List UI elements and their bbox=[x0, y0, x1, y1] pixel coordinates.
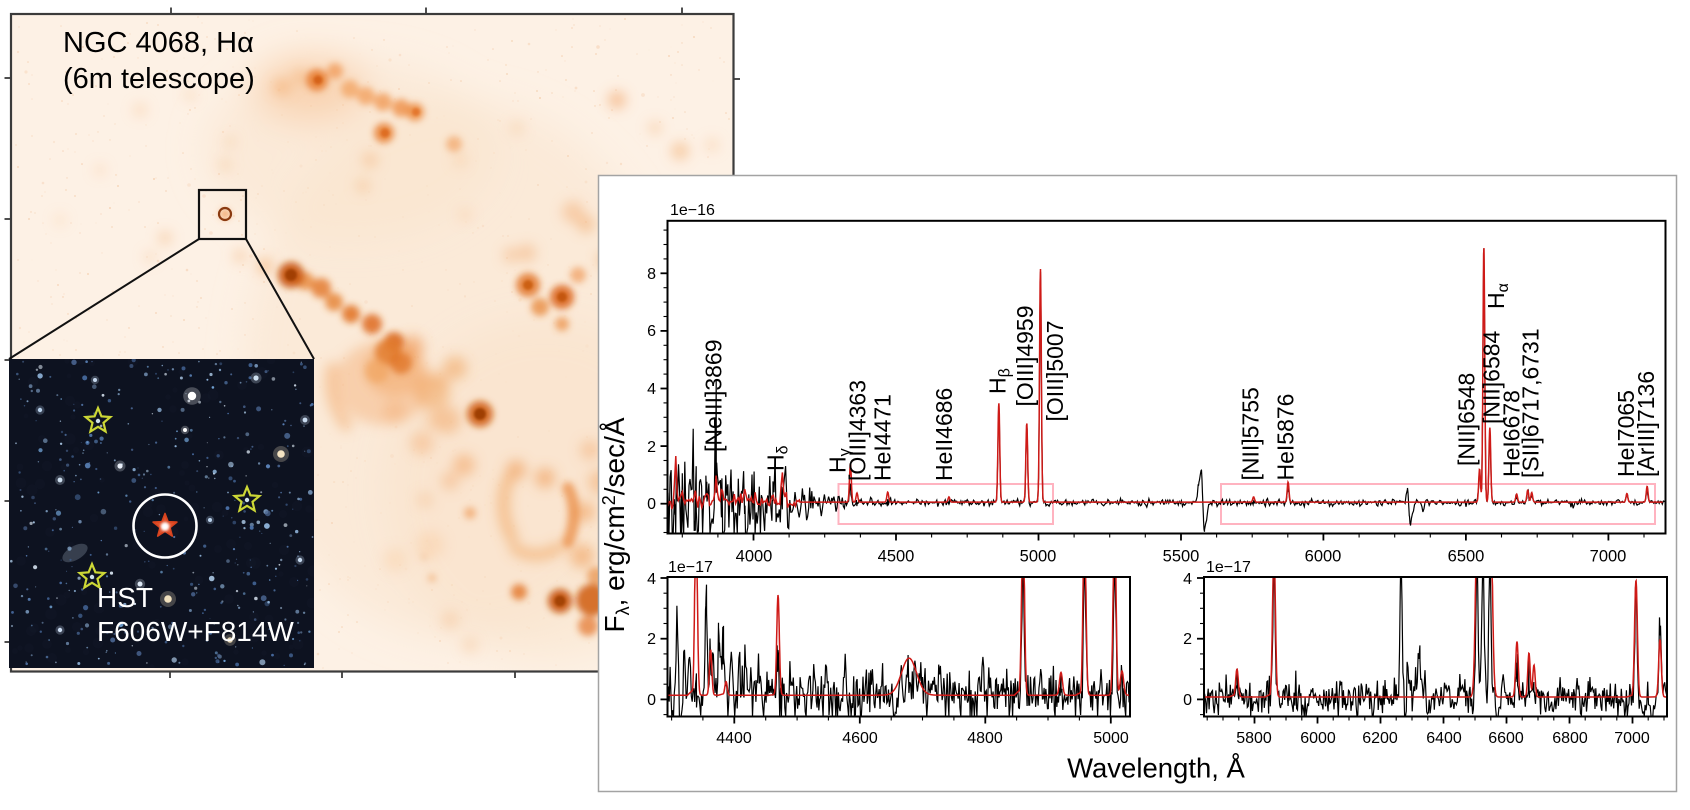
svg-text:[NII]6548: [NII]6548 bbox=[1453, 373, 1479, 466]
svg-text:0: 0 bbox=[1183, 692, 1192, 709]
svg-text:[ArIII]7136: [ArIII]7136 bbox=[1633, 371, 1659, 477]
svg-text:4400: 4400 bbox=[716, 730, 752, 747]
svg-text:(6m telescope): (6m telescope) bbox=[63, 63, 255, 95]
svg-text:5500: 5500 bbox=[1163, 548, 1200, 566]
svg-text:8: 8 bbox=[647, 266, 656, 283]
svg-text:5000: 5000 bbox=[1093, 730, 1129, 747]
svg-text:[OIII]4363: [OIII]4363 bbox=[844, 380, 870, 481]
svg-text:4: 4 bbox=[647, 571, 656, 588]
svg-text:[NeIII]3869: [NeIII]3869 bbox=[700, 339, 726, 452]
svg-text:1e−17: 1e−17 bbox=[1206, 559, 1251, 576]
svg-text:6000: 6000 bbox=[1305, 548, 1342, 566]
svg-text:4: 4 bbox=[1183, 571, 1192, 588]
svg-text:HeII4686: HeII4686 bbox=[931, 388, 957, 481]
svg-text:0: 0 bbox=[647, 496, 656, 513]
svg-text:5000: 5000 bbox=[1020, 548, 1057, 566]
svg-text:1e−17: 1e−17 bbox=[668, 559, 713, 576]
svg-text:6: 6 bbox=[647, 323, 656, 340]
svg-text:2: 2 bbox=[1183, 631, 1192, 648]
svg-text:2: 2 bbox=[647, 631, 656, 648]
svg-text:[OIII]4959: [OIII]4959 bbox=[1012, 305, 1038, 406]
svg-text:6500: 6500 bbox=[1448, 548, 1485, 566]
svg-text:6800: 6800 bbox=[1552, 730, 1588, 747]
svg-text:HeI5876: HeI5876 bbox=[1272, 394, 1298, 481]
svg-text:4000: 4000 bbox=[736, 548, 773, 566]
svg-text:0: 0 bbox=[647, 692, 656, 709]
svg-text:5800: 5800 bbox=[1236, 730, 1272, 747]
svg-text:[NII]6584: [NII]6584 bbox=[1478, 330, 1504, 424]
svg-text:Fλ, erg/cm2/sec/Å: Fλ, erg/cm2/sec/Å bbox=[599, 417, 633, 632]
svg-text:[NII]5755: [NII]5755 bbox=[1237, 387, 1263, 480]
svg-text:F606W+F814W: F606W+F814W bbox=[97, 616, 294, 647]
svg-text:HeI7065: HeI7065 bbox=[1613, 390, 1639, 477]
svg-text:6000: 6000 bbox=[1300, 730, 1336, 747]
svg-text:NGC 4068, Hα: NGC 4068, Hα bbox=[63, 27, 254, 59]
svg-text:1e−16: 1e−16 bbox=[670, 202, 715, 219]
svg-text:Wavelength, Å: Wavelength, Å bbox=[1067, 753, 1245, 784]
svg-text:4800: 4800 bbox=[967, 730, 1003, 747]
svg-text:Hδ: Hδ bbox=[762, 445, 791, 471]
svg-text:6400: 6400 bbox=[1426, 730, 1462, 747]
svg-text:6200: 6200 bbox=[1362, 730, 1398, 747]
svg-text:4600: 4600 bbox=[842, 730, 878, 747]
svg-text:7000: 7000 bbox=[1590, 548, 1627, 566]
svg-text:7000: 7000 bbox=[1614, 730, 1650, 747]
svg-text:[OIII]5007: [OIII]5007 bbox=[1042, 320, 1068, 421]
svg-text:[SII]6717,6731: [SII]6717,6731 bbox=[1517, 328, 1543, 478]
svg-text:2: 2 bbox=[647, 439, 656, 456]
svg-text:6600: 6600 bbox=[1488, 730, 1524, 747]
svg-text:HeI6678: HeI6678 bbox=[1498, 390, 1524, 477]
svg-text:HeI4471: HeI4471 bbox=[869, 394, 895, 481]
svg-text:4500: 4500 bbox=[878, 548, 915, 566]
svg-text:4: 4 bbox=[647, 381, 656, 398]
svg-text:HST: HST bbox=[97, 582, 153, 613]
